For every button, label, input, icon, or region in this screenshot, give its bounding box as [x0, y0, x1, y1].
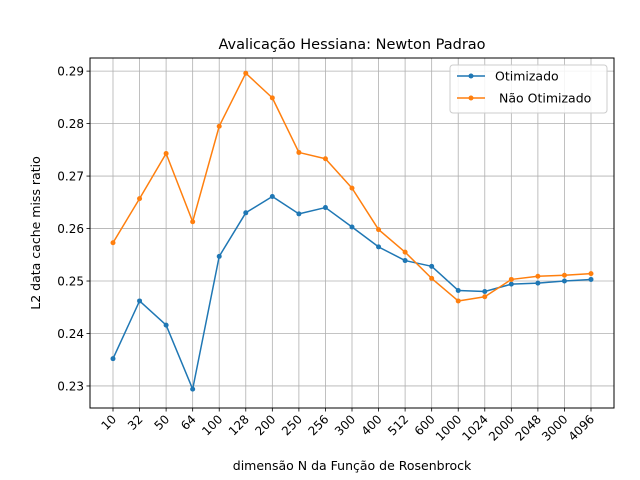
- x-axis: 10 32 50 64 100 128 200 250 256 300 400 512 60010001…: [98, 408, 597, 444]
- data-point-series-1: [535, 273, 541, 279]
- data-point-series-1: [216, 123, 222, 129]
- x-tick-label: 50: [152, 412, 173, 433]
- data-point-series-0: [455, 287, 461, 293]
- data-point-series-0: [296, 211, 302, 217]
- data-point-series-1: [376, 227, 382, 233]
- legend-label-nao-otimizado: Não Otimizado: [495, 91, 591, 106]
- data-point-series-1: [402, 249, 408, 255]
- x-tick-label: 100: [199, 412, 225, 438]
- x-tick-label: 1000: [433, 412, 464, 443]
- x-tick-label: 200: [252, 412, 278, 438]
- x-tick-label: 10: [98, 412, 119, 433]
- data-point-series-1: [482, 294, 488, 300]
- chart-title: Avalicação Hessiana: Newton Padrao: [218, 37, 485, 53]
- data-point-series-0: [243, 210, 249, 216]
- x-tick-label: 2000: [486, 412, 517, 443]
- data-point-series-0: [110, 356, 116, 362]
- data-point-series-0: [349, 224, 355, 230]
- data-point-series-0: [322, 205, 328, 211]
- x-tick-label: 400: [359, 412, 385, 438]
- y-tick-label: 0.24: [57, 327, 84, 341]
- data-point-series-1: [163, 151, 169, 157]
- x-tick-label: 3000: [539, 412, 570, 443]
- grid: [90, 58, 614, 408]
- x-tick-label: 300: [332, 412, 358, 438]
- data-point-series-0: [429, 263, 435, 269]
- data-point-series-0: [402, 258, 408, 264]
- data-point-series-1: [349, 185, 355, 191]
- data-point-series-0: [163, 322, 169, 328]
- data-point-series-1: [429, 275, 435, 281]
- series-group: [110, 70, 594, 392]
- x-tick-label: 1024: [459, 412, 490, 443]
- legend-marker-nao-otimizado: [468, 95, 474, 101]
- data-point-series-1: [322, 156, 328, 162]
- data-point-series-0: [482, 289, 488, 295]
- x-axis-label: dimensão N da Função de Rosenbrock: [233, 458, 472, 473]
- data-point-series-0: [508, 281, 514, 287]
- data-point-series-0: [561, 278, 567, 284]
- data-point-series-1: [137, 196, 143, 202]
- y-tick-label: 0.26: [57, 222, 84, 236]
- data-point-series-1: [190, 219, 196, 225]
- data-point-series-0: [269, 194, 275, 200]
- data-point-series-1: [561, 272, 567, 278]
- y-tick-label: 0.23: [57, 379, 84, 393]
- x-tick-label: 32: [125, 412, 146, 433]
- y-tick-label: 0.27: [57, 169, 84, 183]
- y-tick-label: 0.28: [57, 117, 84, 131]
- legend-label-otimizado: Otimizado: [495, 69, 559, 84]
- x-tick-label: 512: [385, 412, 411, 438]
- x-tick-label: 2048: [513, 412, 544, 443]
- data-point-series-0: [190, 386, 196, 392]
- data-point-series-1: [110, 240, 116, 246]
- legend: Otimizado Não Otimizado: [449, 64, 608, 114]
- y-axis: 0.23 0.24 0.25 0.26 0.27 0.28 0.29: [57, 64, 90, 393]
- data-point-series-0: [137, 298, 143, 304]
- x-tick-label: 250: [279, 412, 305, 438]
- x-tick-label: 64: [178, 412, 199, 433]
- data-point-series-1: [508, 276, 514, 282]
- x-tick-label: 128: [226, 412, 252, 438]
- y-tick-label: 0.29: [57, 64, 84, 78]
- data-point-series-0: [588, 276, 594, 282]
- data-point-series-1: [269, 95, 275, 101]
- x-tick-label: 256: [305, 412, 331, 438]
- legend-box: [449, 64, 608, 114]
- legend-marker-otimizado: [468, 73, 474, 79]
- data-point-series-1: [296, 149, 302, 155]
- data-point-series-1: [243, 70, 249, 76]
- data-point-series-1: [455, 298, 461, 304]
- data-point-series-0: [216, 253, 222, 259]
- data-point-series-0: [376, 244, 382, 250]
- data-point-series-0: [535, 280, 541, 286]
- y-axis-label: L2 data cache miss ratio: [28, 156, 43, 309]
- y-tick-label: 0.25: [57, 274, 84, 288]
- data-point-series-1: [588, 271, 594, 277]
- x-tick-label: 4096: [566, 412, 597, 443]
